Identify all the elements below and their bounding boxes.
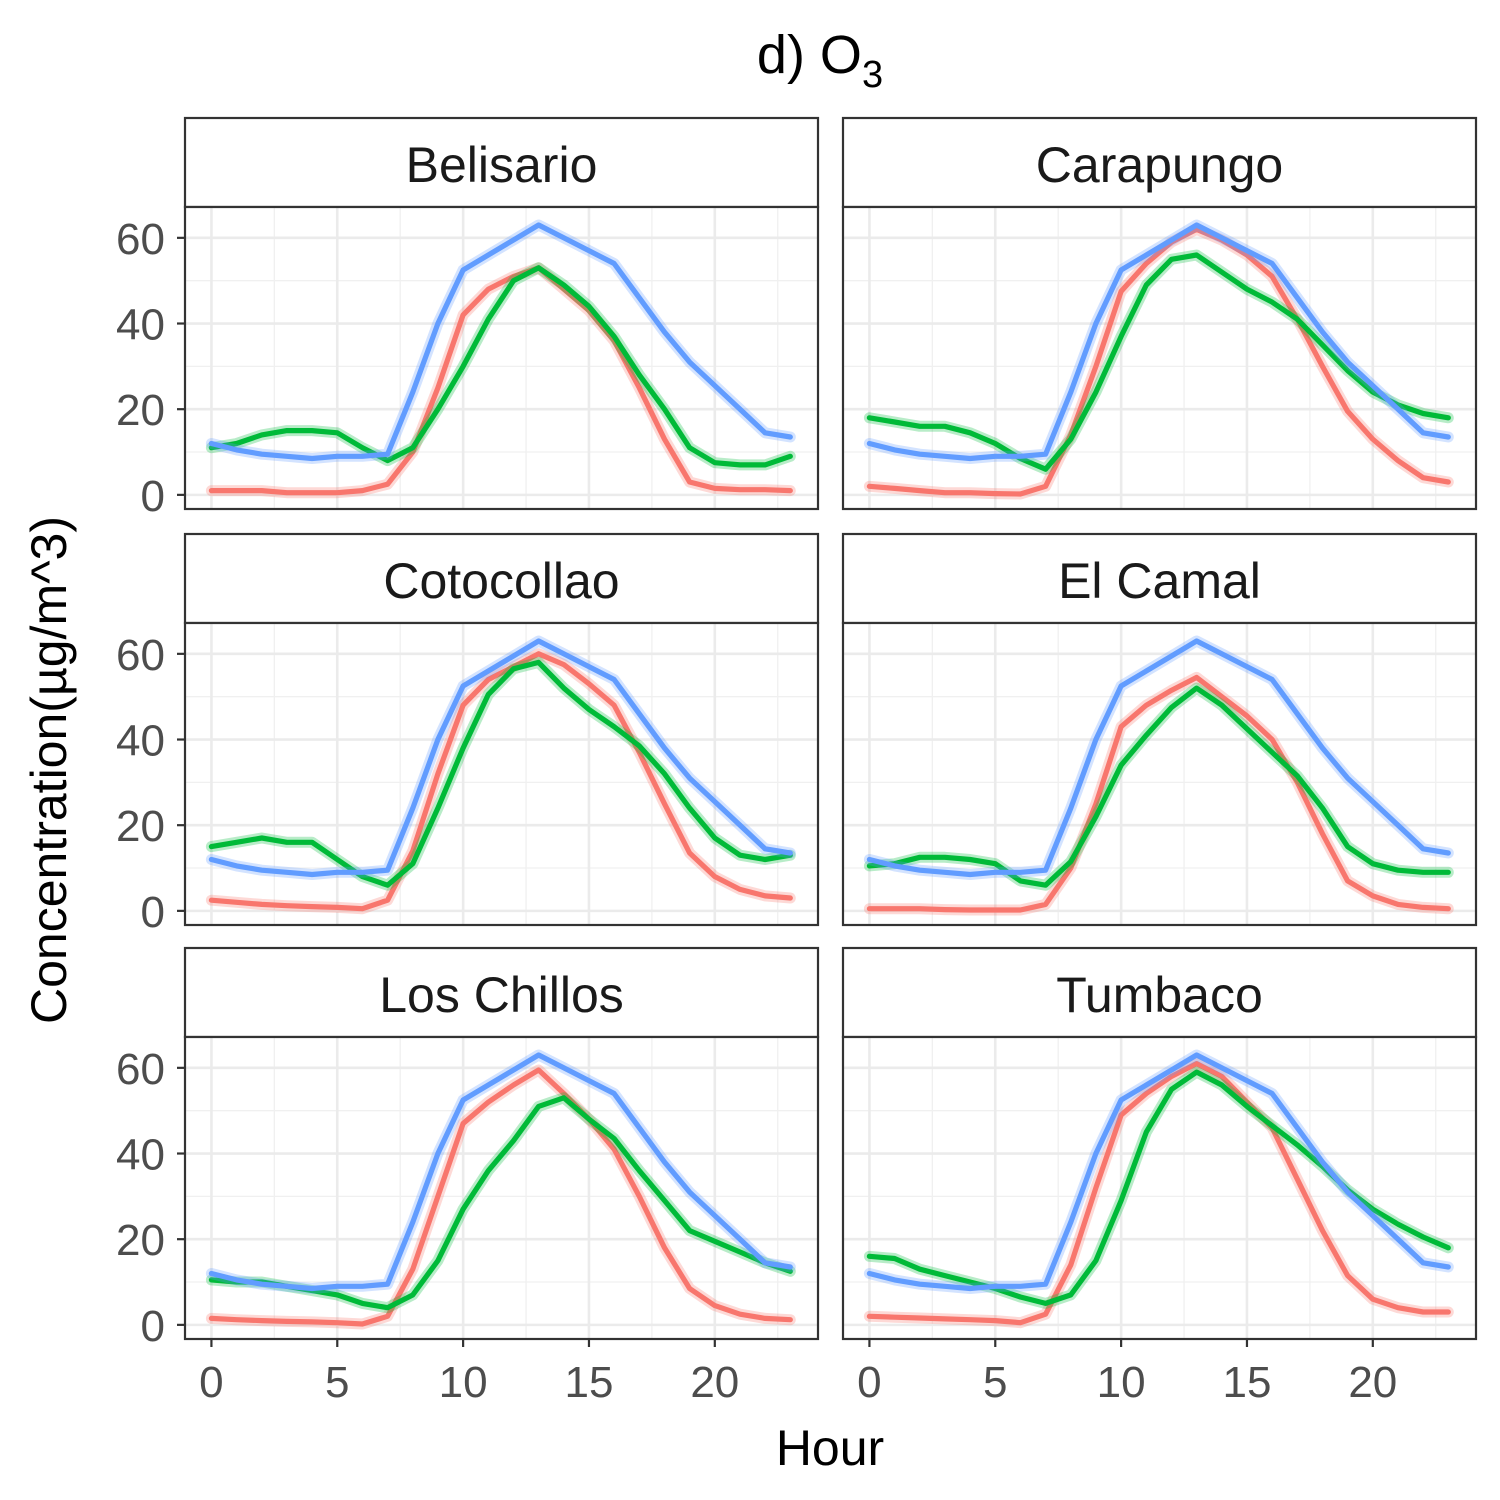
x-tick-label: 20: [690, 1358, 739, 1407]
chart-title-main: d) O: [757, 25, 862, 85]
strip-tumbaco: [841, 946, 1478, 1039]
strip-label-belisario: Belisario: [406, 137, 598, 193]
strip-label-el-camal: El Camal: [1058, 553, 1261, 609]
series-line-tumbaco-2: [866, 1052, 1451, 1292]
series-line-carapungo-0: [866, 226, 1451, 497]
panel-border-carapungo: [841, 205, 1478, 511]
y-tick-label: 60: [116, 215, 165, 264]
y-tick-label: 0: [141, 888, 165, 937]
series-line-belisario-2: [208, 222, 793, 462]
y-axis-title: Concentration(µg/m^3): [21, 516, 77, 1024]
chart-title: d) O3: [757, 25, 883, 96]
panel-tumbaco: Tumbaco 0 5 10 15 20: [841, 946, 1478, 1407]
x-tick-label: 5: [983, 1358, 1007, 1407]
y-tick-label: 40: [116, 301, 165, 350]
series-line-carapungo-1: [866, 252, 1451, 472]
x-tick-label: 15: [564, 1358, 613, 1407]
series-line-el-camal-2: [866, 638, 1451, 878]
chart-title-subscript: 3: [862, 54, 883, 96]
grid-tumbaco: [843, 1037, 1476, 1339]
x-axis-title: Hour: [776, 1420, 884, 1476]
series-line-belisario-0: [208, 265, 793, 496]
series-line-el-camal-0: [866, 674, 1451, 913]
series-line-cotocollao-2: [208, 638, 793, 878]
x-tick-label: 0: [857, 1358, 881, 1407]
strip-belisario: [183, 116, 820, 209]
y-tick-label: 40: [116, 1131, 165, 1180]
panel-border-belisario: [183, 205, 820, 511]
series-line-cotocollao-1: [208, 659, 793, 888]
panel-border-los-chillos: [183, 1035, 820, 1341]
grid-los-chillos: [185, 1037, 818, 1339]
strip-cotocollao: [183, 532, 820, 625]
strip-label-cotocollao: Cotocollao: [383, 553, 619, 609]
facet-panels: Belisario 0 20 40 60 Carapungo Cotocollao 0 20 40…: [116, 116, 1478, 1407]
grid-belisario: [185, 207, 818, 509]
series-line-carapungo-2: [866, 222, 1451, 462]
panel-border-el-camal: [841, 621, 1478, 927]
series-line-belisario-1: [208, 265, 793, 468]
strip-label-tumbaco: Tumbaco: [1056, 967, 1263, 1023]
series-line-los-chillos-2: [208, 1052, 793, 1292]
y-tick-label: 0: [141, 1302, 165, 1351]
panel-carapungo: Carapungo: [841, 116, 1478, 511]
strip-label-los-chillos: Los Chillos: [379, 967, 624, 1023]
x-tick-label: 15: [1222, 1358, 1271, 1407]
panel-cotocollao: Cotocollao 0 20 40 60: [116, 532, 820, 937]
y-tick-label: 0: [141, 472, 165, 521]
strip-label-carapungo: Carapungo: [1036, 137, 1283, 193]
series-line-cotocollao-0: [208, 651, 793, 912]
strip-carapungo: [841, 116, 1478, 209]
panel-border-tumbaco: [841, 1035, 1478, 1341]
y-tick-label: 60: [116, 631, 165, 680]
y-tick-label: 20: [116, 802, 165, 851]
series-line-el-camal-1: [866, 685, 1451, 888]
x-tick-label: 0: [199, 1358, 223, 1407]
series-line-los-chillos-0: [208, 1067, 793, 1327]
x-tick-label: 20: [1348, 1358, 1397, 1407]
x-tick-label: 10: [439, 1358, 488, 1407]
series-line-tumbaco-0: [866, 1060, 1451, 1326]
panel-el-camal: El Camal: [841, 532, 1478, 927]
x-tick-label: 10: [1097, 1358, 1146, 1407]
y-tick-label: 20: [116, 386, 165, 435]
strip-los-chillos: [183, 946, 820, 1039]
y-tick-label: 40: [116, 717, 165, 766]
y-tick-label: 20: [116, 1216, 165, 1265]
panel-border-cotocollao: [183, 621, 820, 927]
y-tick-label: 60: [116, 1045, 165, 1094]
panel-belisario: Belisario 0 20 40 60: [116, 116, 820, 521]
strip-el-camal: [841, 532, 1478, 625]
x-tick-label: 5: [325, 1358, 349, 1407]
panel-los-chillos: Los Chillos 0 20 40 60 0 5 10 15 20: [116, 946, 820, 1407]
